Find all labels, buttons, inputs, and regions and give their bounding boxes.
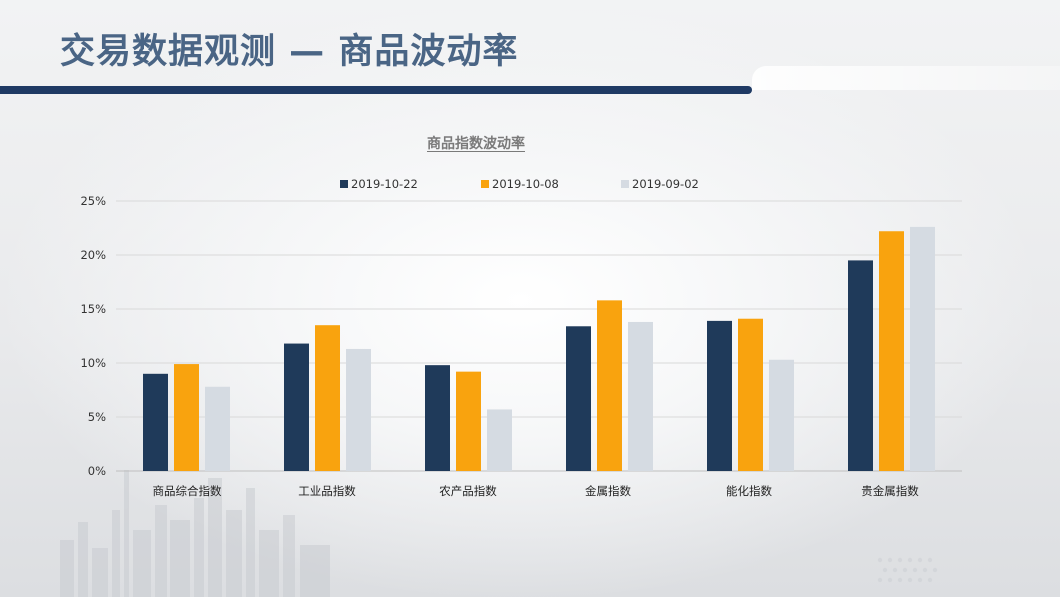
bar-1-6	[848, 260, 873, 471]
bar-1-3	[425, 365, 450, 471]
x-tick-label: 贵金属指数	[861, 484, 919, 498]
bar-2-4	[597, 300, 622, 471]
legend-item-1: 2019-10-22	[340, 176, 418, 192]
x-tick-label: 商品综合指数	[152, 484, 222, 498]
bar-3-6	[910, 226, 935, 471]
x-tick-label: 能化指数	[726, 484, 772, 498]
bar-1-4	[566, 326, 591, 471]
bar-1-1	[143, 373, 168, 471]
legend-label-2: 2019-10-08	[492, 177, 559, 191]
x-tick-label: 金属指数	[585, 484, 631, 498]
title-rule	[0, 86, 752, 94]
title-rule-highlight	[752, 66, 1060, 90]
bar-3-3	[487, 409, 512, 471]
bar-3-4	[628, 321, 653, 471]
slide-title: 交易数据观测 — 商品波动率	[60, 32, 519, 72]
bar-3-1	[205, 386, 230, 471]
bar-2-1	[174, 364, 199, 471]
bar-2-6	[879, 231, 904, 471]
legend-label-1: 2019-10-22	[351, 177, 418, 191]
bar-2-3	[456, 371, 481, 471]
legend-item-3: 2019-09-02	[621, 176, 699, 192]
legend-item-2: 2019-10-08	[481, 176, 559, 192]
y-tick-label: 10%	[80, 356, 106, 370]
x-tick-label: 农产品指数	[439, 484, 497, 498]
bar-1-5	[707, 320, 732, 471]
bar-1-2	[284, 343, 309, 471]
y-tick-label: 20%	[80, 248, 106, 262]
y-tick-label: 25%	[80, 194, 106, 208]
bar-2-2	[315, 325, 340, 471]
bar-3-2	[346, 348, 371, 471]
legend-swatch-3	[621, 180, 629, 188]
legend-label-3: 2019-09-02	[632, 177, 699, 191]
x-tick-label: 工业品指数	[298, 484, 356, 498]
legend-swatch-2	[481, 180, 489, 188]
y-tick-label: 15%	[80, 302, 106, 316]
bar-3-5	[769, 359, 794, 471]
legend-swatch-1	[340, 180, 348, 188]
chart-title: 商品指数波动率	[427, 136, 525, 152]
y-tick-label: 0%	[87, 464, 106, 478]
y-tick-label: 5%	[87, 410, 106, 424]
bar-2-5	[738, 318, 763, 471]
